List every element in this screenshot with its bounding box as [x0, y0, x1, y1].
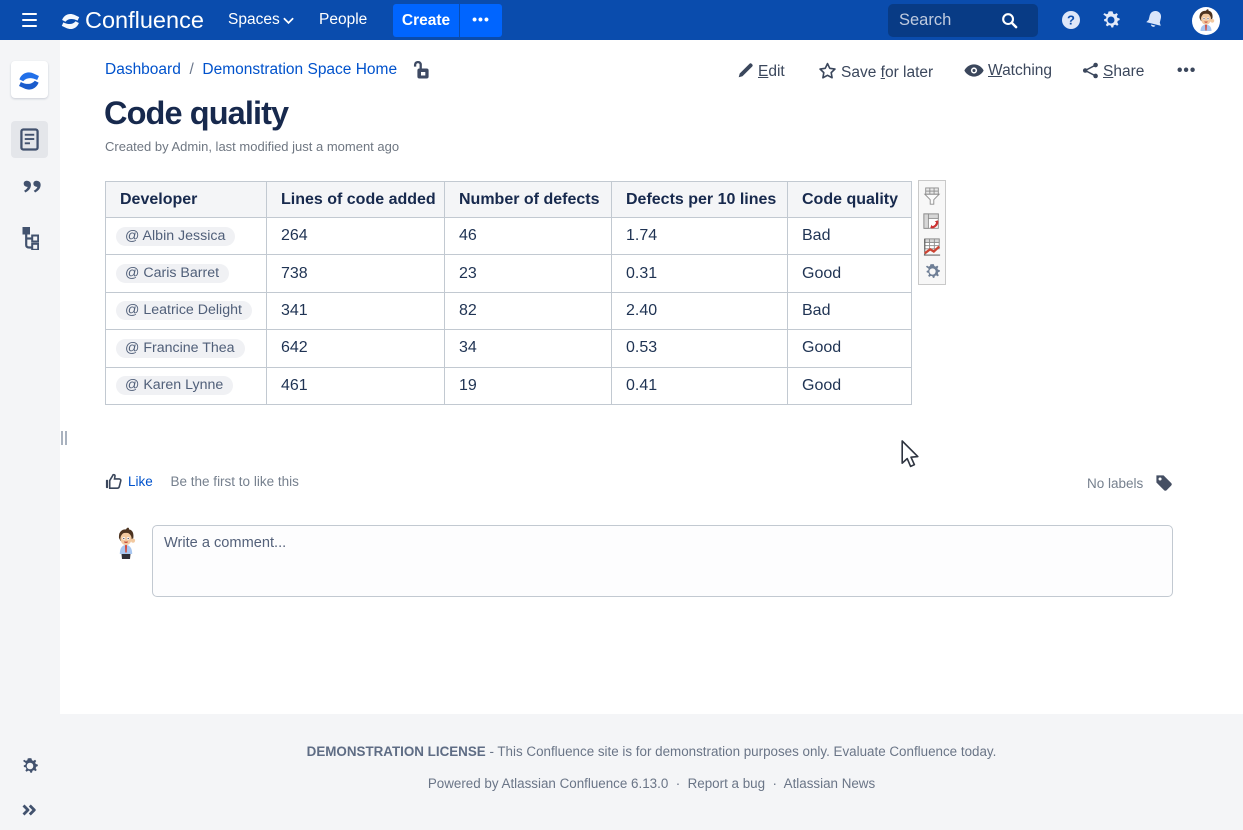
svg-text:?: ? [1067, 13, 1075, 28]
